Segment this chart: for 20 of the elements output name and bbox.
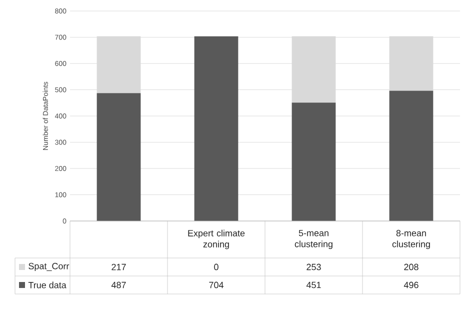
x-tick-label: Expert climate zoning [188,230,245,250]
legend-label: True data [28,282,66,288]
bar [96,36,141,94]
data-label: 208 [404,264,418,270]
bar [292,36,336,103]
bar [96,93,141,221]
data-label: 451 [306,282,321,288]
x-tick-label: 8-mean clustering [392,230,430,250]
data-label: 0 [214,264,218,270]
legend-label: Spat_Corr [28,262,70,272]
bar [194,36,238,221]
bar [292,102,336,221]
data-label: 487 [111,282,126,288]
data-label: 217 [112,264,126,270]
x-tick-label: 5-mean clustering [294,230,332,250]
bar [389,36,434,91]
data-label: 253 [306,264,321,270]
data-label: 704 [209,282,224,288]
data-label: 496 [404,282,418,288]
bar [389,90,434,221]
